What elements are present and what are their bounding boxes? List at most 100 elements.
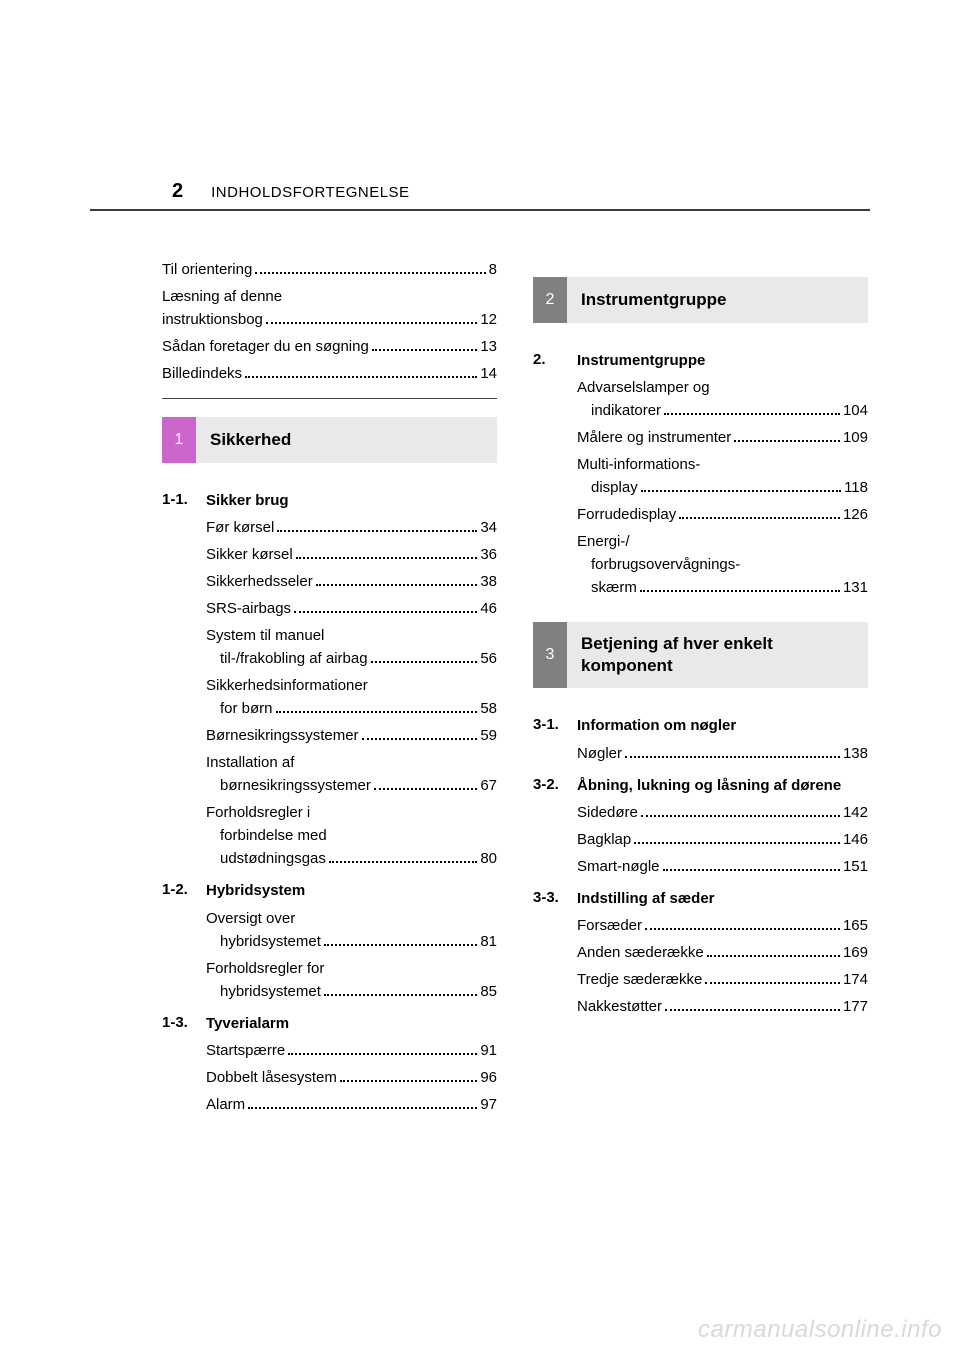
toc-page: 46 <box>480 598 497 619</box>
subsection-title: Hybridsystem <box>206 881 497 901</box>
toc-page: 81 <box>480 931 497 952</box>
toc-page: 131 <box>843 577 868 598</box>
toc-page: 174 <box>843 969 868 990</box>
toc-dots <box>324 944 477 946</box>
toc-entry: Sikkerhedsinformationer <box>206 675 497 696</box>
toc-dots <box>734 440 840 442</box>
subsection-number: 1-3. <box>162 1014 206 1121</box>
toc-dots <box>294 611 477 613</box>
toc-page: 97 <box>480 1094 497 1115</box>
toc-entry: instruktionsbog12 <box>162 309 497 330</box>
toc-entry: Målere og instrumenter109 <box>577 427 868 448</box>
toc-dots <box>641 490 841 492</box>
toc-label: børnesikringssystemer <box>220 775 371 796</box>
toc-entry: indikatorer 104 <box>577 400 868 421</box>
toc-entry: forbindelse med <box>206 825 497 846</box>
toc-label: display <box>591 477 638 498</box>
toc-entry: Forrudedisplay 126 <box>577 504 868 525</box>
toc-entry: Sikkerhedsseler38 <box>206 571 497 592</box>
subsection-body: Tyverialarm Startspærre 91 Dobbelt låsesyst… <box>206 1014 497 1121</box>
subsection-body: HybridsystemOversigt overhybridsystemet8… <box>206 881 497 1007</box>
toc-dots <box>255 272 485 274</box>
toc-page: 165 <box>843 915 868 936</box>
header-divider <box>90 209 870 211</box>
toc-dots <box>329 861 477 863</box>
toc-dots <box>664 413 840 415</box>
toc-entry: hybridsystemet85 <box>206 981 497 1002</box>
toc-entry: Tredje sæderække174 <box>577 969 868 990</box>
toc-entry: Advarselslamper og <box>577 377 868 398</box>
toc-dots <box>248 1107 477 1109</box>
toc-page: 38 <box>480 571 497 592</box>
toc-page: 96 <box>480 1067 497 1088</box>
subsection: 1-3.Tyverialarm Startspærre 91 Dobbelt låse… <box>162 1014 497 1121</box>
right-column: 2Instrumentgruppe 2.InstrumentgruppeAdvar… <box>533 259 868 1127</box>
toc-page: 12 <box>480 309 497 330</box>
toc-entry: børnesikringssystemer67 <box>206 775 497 796</box>
toc-entry: Dobbelt låsesystem96 <box>206 1067 497 1088</box>
toc-dots <box>340 1080 477 1082</box>
subsection-number: 3-2. <box>533 776 577 883</box>
toc-label: forbrugsovervågnings- <box>591 554 740 575</box>
subsection-body: Sikker brugFør kørsel34Sikker kørsel36Si… <box>206 491 497 875</box>
content-columns: Til orientering8Læsning af denneinstrukt… <box>90 259 870 1127</box>
subsection-title: Tyverialarm <box>206 1014 497 1034</box>
toc-entry: Sidedøre142 <box>577 802 868 823</box>
toc-dots <box>276 711 478 713</box>
toc-dots <box>362 738 478 740</box>
toc-label: forbindelse med <box>220 825 327 846</box>
chapter-title: Instrumentgruppe <box>567 277 868 323</box>
toc-entry: Læsning af denne <box>162 286 497 307</box>
toc-label: indikatorer <box>591 400 661 421</box>
toc-page: 169 <box>843 942 868 963</box>
toc-page: 36 <box>480 544 497 565</box>
toc-label: Før kørsel <box>206 517 274 538</box>
watermark: carmanualsonline.info <box>698 1316 942 1344</box>
toc-entry: SRS-airbags46 <box>206 598 497 619</box>
chapter-tab: 2 <box>533 277 567 323</box>
toc-label: for børn <box>220 698 273 719</box>
toc-page: 146 <box>843 829 868 850</box>
chapter-title: Sikkerhed <box>196 417 497 463</box>
toc-dots <box>277 530 477 532</box>
toc-label: Målere og instrumenter <box>577 427 731 448</box>
subsection-title: Åbning, lukning og låsning af dørene <box>577 776 868 796</box>
toc-dots <box>371 661 478 663</box>
toc-entry: Installation af <box>206 752 497 773</box>
toc-entry: Alarm97 <box>206 1094 497 1115</box>
toc-label: Til orientering <box>162 259 252 280</box>
toc-entry: Anden sæderække 169 <box>577 942 868 963</box>
toc-label: Nøgler <box>577 743 622 764</box>
toc-entry: Sådan foretager du en søgning13 <box>162 336 497 357</box>
subsection-body: Indstilling af sæderForsæder165Anden sæd… <box>577 889 868 1023</box>
toc-page: 126 <box>843 504 868 525</box>
subsection: 1-2.HybridsystemOversigt overhybridsyste… <box>162 881 497 1007</box>
toc-dots <box>663 869 840 871</box>
chapter-title: Betjening af hver enkelt komponent <box>567 622 868 688</box>
toc-label: Startspærre <box>206 1040 285 1061</box>
toc-label: Anden sæderække <box>577 942 704 963</box>
subsection-title: Information om nøgler <box>577 716 868 736</box>
subsection: 3-1.Information om nøglerNøgler138 <box>533 716 868 769</box>
toc-dots <box>625 756 840 758</box>
toc-label: Sidedøre <box>577 802 638 823</box>
toc-dots <box>266 322 477 324</box>
toc-label: Forrudedisplay <box>577 504 676 525</box>
subsection: 2.InstrumentgruppeAdvarselslamper ogindi… <box>533 351 868 604</box>
toc-entry: Multi-informations- <box>577 454 868 475</box>
left-column: Til orientering8Læsning af denneinstrukt… <box>162 259 497 1127</box>
toc-page: 91 <box>480 1040 497 1061</box>
subsection-body: Information om nøglerNøgler138 <box>577 716 868 769</box>
toc-dots <box>296 557 478 559</box>
subsection-number: 3-1. <box>533 716 577 769</box>
toc-label: Advarselslamper og <box>577 377 710 398</box>
page-number: 2 <box>172 180 183 203</box>
toc-entry: Børnesikringssystemer59 <box>206 725 497 746</box>
toc-page: 13 <box>480 336 497 357</box>
toc-entry: udstødningsgas80 <box>206 848 497 869</box>
subsection-number: 1-2. <box>162 881 206 1007</box>
chapter-bar: 2Instrumentgruppe <box>533 277 868 323</box>
toc-page: 177 <box>843 996 868 1017</box>
toc-page: 104 <box>843 400 868 421</box>
toc-dots <box>665 1009 840 1011</box>
